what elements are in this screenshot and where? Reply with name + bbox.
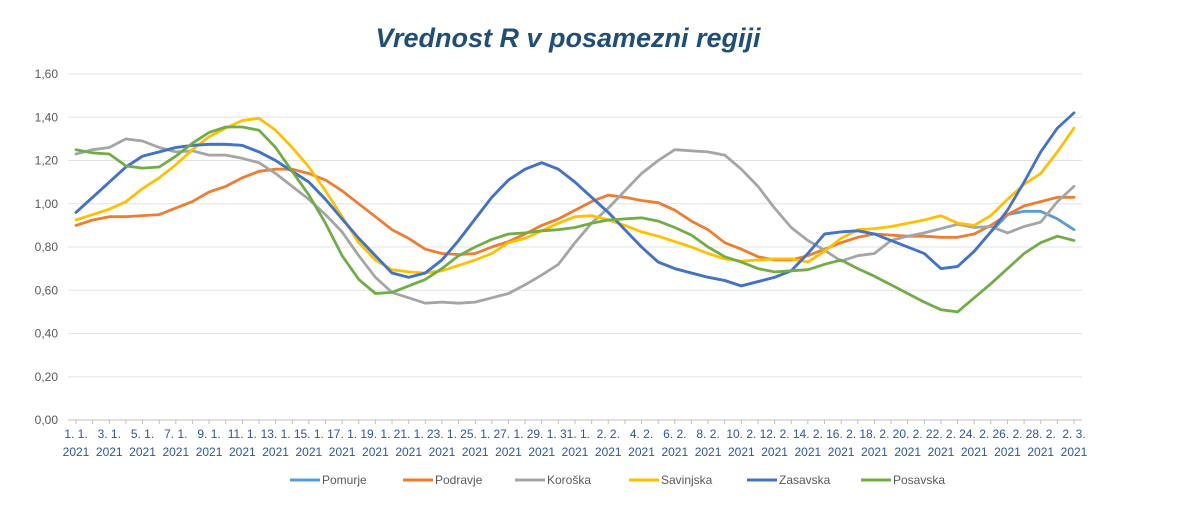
x-tick-label-year: 2021 — [661, 445, 688, 459]
x-tick-label-year: 2021 — [695, 445, 722, 459]
x-tick-label: 22. 2. — [926, 427, 956, 441]
x-tick-label-year: 2021 — [728, 445, 755, 459]
x-tick-label: 18. 2. — [859, 427, 889, 441]
x-tick-label: 25. 1. — [460, 427, 490, 441]
y-tick-label: 1,00 — [35, 197, 59, 211]
series-line-zasavska — [74, 111, 1076, 288]
x-tick-label: 8. 2. — [696, 427, 719, 441]
x-tick-label-year: 2021 — [961, 445, 988, 459]
x-tick-label: 17. 1. — [327, 427, 357, 441]
x-tick-label: 4. 2. — [630, 427, 653, 441]
grid-lines — [68, 73, 1082, 421]
x-tick-label-year: 2021 — [928, 445, 955, 459]
y-tick-label: 1,40 — [35, 110, 59, 124]
x-tick-label: 2. 3. — [1062, 427, 1085, 441]
x-tick-label-year: 2021 — [329, 445, 356, 459]
x-tick-label-year: 2021 — [828, 445, 855, 459]
x-tick-label-year: 2021 — [562, 445, 589, 459]
x-tick-label: 2. 2. — [597, 427, 620, 441]
x-tick-label: 28. 2. — [1026, 427, 1056, 441]
x-tick-label-year: 2021 — [894, 445, 921, 459]
x-tick-label-year: 2021 — [96, 445, 123, 459]
y-tick-label: 0,00 — [35, 413, 59, 427]
legend-label: Zasavska — [779, 473, 831, 487]
x-tick-label-year: 2021 — [994, 445, 1021, 459]
x-tick-label: 13. 1. — [261, 427, 291, 441]
x-tick-label: 21. 1. — [394, 427, 424, 441]
x-tick-label: 3. 1. — [98, 427, 121, 441]
x-tick-label: 24. 2. — [959, 427, 989, 441]
x-tick-label-year: 2021 — [296, 445, 323, 459]
x-tick-label: 19. 1. — [360, 427, 390, 441]
x-tick-label-year: 2021 — [429, 445, 456, 459]
x-tick-label: 5. 1. — [131, 427, 154, 441]
x-tick-label: 9. 1. — [197, 427, 220, 441]
y-tick-label: 0,60 — [35, 283, 59, 297]
y-tick-label: 0,40 — [35, 327, 59, 341]
x-tick-label: 14. 2. — [793, 427, 823, 441]
x-tick-label-year: 2021 — [63, 445, 90, 459]
x-tick-label-year: 2021 — [861, 445, 888, 459]
legend-item: Zasavska — [747, 473, 831, 487]
x-tick-label: 11. 1. — [228, 427, 257, 441]
x-tick-label-year: 2021 — [528, 445, 555, 459]
series-line-savinjska — [74, 116, 1076, 275]
x-tick-label-year: 2021 — [1027, 445, 1054, 459]
x-tick-label-year: 2021 — [462, 445, 489, 459]
x-axis: 1. 1. 2021 3. 1. 2021 5. 1. 2021 7. 1. 2021 9. 1… — [63, 420, 1088, 459]
y-tick-label: 0,80 — [35, 240, 59, 254]
x-tick-label: 20. 2. — [893, 427, 923, 441]
legend-item: Podravje — [403, 473, 483, 487]
x-tick-label-year: 2021 — [495, 445, 522, 459]
x-tick-label-year: 2021 — [129, 445, 156, 459]
legend-label: Savinjska — [661, 473, 713, 487]
legend-item: Koroška — [515, 473, 591, 487]
series-lines — [74, 111, 1076, 314]
series-line-posavska — [74, 125, 1076, 314]
legend-item: Posavska — [861, 473, 945, 487]
x-tick-label-year: 2021 — [395, 445, 422, 459]
x-tick-label: 12. 2. — [760, 427, 790, 441]
x-tick-label: 29. 1. — [527, 427, 557, 441]
y-tick-label: 1,60 — [35, 67, 59, 81]
x-tick-label: 16. 2. — [826, 427, 856, 441]
legend-item: Pomurje — [290, 473, 367, 487]
x-tick-label: 7. 1. — [164, 427, 187, 441]
x-tick-label-year: 2021 — [1061, 445, 1088, 459]
x-tick-label: 26. 2. — [992, 427, 1022, 441]
x-tick-label-year: 2021 — [628, 445, 655, 459]
legend-label: Posavska — [893, 473, 945, 487]
y-axis: 0,00 0,20 0,40 0,60 0,80 1,00 1,20 1,40 1,60 — [35, 67, 59, 427]
x-tick-label-year: 2021 — [595, 445, 622, 459]
x-tick-label: 10. 2. — [726, 427, 756, 441]
chart-title: Vrednost R v posamezni regiji — [375, 23, 761, 53]
series-line-koroska — [74, 137, 1076, 305]
y-tick-label: 1,20 — [35, 154, 59, 168]
legend: Pomurje Podravje Koroška Savinjska Zasavska P… — [290, 473, 945, 487]
legend-label: Koroška — [547, 473, 591, 487]
x-tick-label-year: 2021 — [362, 445, 389, 459]
x-tick-label: 1. 1. — [64, 427, 87, 441]
y-tick-label: 0,20 — [35, 370, 59, 384]
legend-label: Podravje — [435, 473, 483, 487]
x-tick-label: 23. 1. — [427, 427, 457, 441]
x-tick-label-year: 2021 — [761, 445, 788, 459]
x-tick-label-year: 2021 — [162, 445, 189, 459]
x-tick-label-year: 2021 — [795, 445, 822, 459]
x-tick-label-year: 2021 — [262, 445, 289, 459]
legend-label: Pomurje — [322, 473, 367, 487]
series-line-pomurje — [74, 142, 1076, 288]
x-tick-label: 27. 1. — [493, 427, 523, 441]
x-tick-label-year: 2021 — [229, 445, 256, 459]
x-tick-label: 6. 2. — [663, 427, 686, 441]
x-tick-label: 15. 1. — [294, 427, 324, 441]
legend-item: Savinjska — [629, 473, 713, 487]
x-tick-label-year: 2021 — [196, 445, 223, 459]
x-tick-label: 31. 1. — [560, 427, 590, 441]
